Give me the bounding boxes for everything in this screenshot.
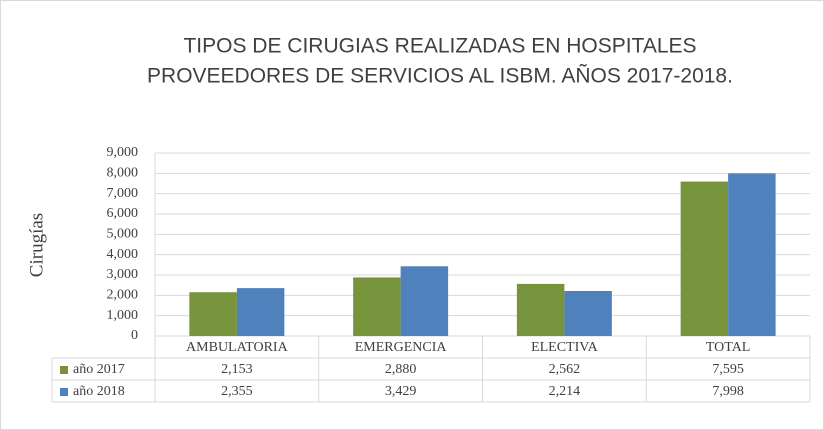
legend-label: año 2017: [73, 362, 125, 377]
y-tick-label: 3,000: [107, 267, 139, 282]
table-value: 2,153: [221, 362, 253, 377]
y-tick-label: 4,000: [107, 247, 139, 262]
table-value: 7,998: [712, 384, 744, 399]
y-tick-label: 5,000: [107, 227, 139, 242]
chart-title: PROVEEDORES DE SERVICIOS AL ISBM. AÑOS 2…: [147, 64, 733, 88]
y-tick-label: 9,000: [107, 145, 139, 160]
bar: [680, 181, 729, 336]
x-tick-label: ELECTIVA: [531, 340, 599, 355]
x-tick-label: AMBULATORIA: [186, 340, 289, 355]
table-value: 2,562: [549, 362, 581, 377]
chart-title: TIPOS DE CIRUGIAS REALIZADAS EN HOSPITAL…: [183, 35, 696, 58]
bar: [236, 288, 285, 336]
bar: [353, 277, 401, 336]
legend-swatch: [60, 388, 68, 396]
bar: [189, 292, 237, 336]
table-value: 2,355: [221, 384, 253, 399]
y-tick-label: 6,000: [107, 206, 139, 221]
table-value: 2,214: [549, 384, 581, 399]
y-tick-label: 0: [131, 328, 138, 343]
bar: [516, 283, 565, 336]
y-axis-label: Cirugías: [26, 213, 47, 277]
y-tick-label: 8,000: [107, 166, 139, 181]
bar: [728, 173, 776, 336]
legend-label: año 2018: [73, 384, 125, 399]
y-tick-label: 7,000: [107, 186, 139, 201]
table-value: 2,880: [385, 362, 417, 377]
y-tick-label: 1,000: [107, 308, 139, 323]
bar: [400, 266, 449, 336]
table-value: 7,595: [712, 362, 744, 377]
bar: [564, 290, 612, 336]
legend-swatch: [60, 366, 68, 374]
table-value: 3,429: [385, 384, 417, 399]
x-tick-label: EMERGENCIA: [355, 340, 448, 355]
y-tick-label: 2,000: [107, 288, 139, 303]
x-tick-label: TOTAL: [706, 340, 751, 355]
